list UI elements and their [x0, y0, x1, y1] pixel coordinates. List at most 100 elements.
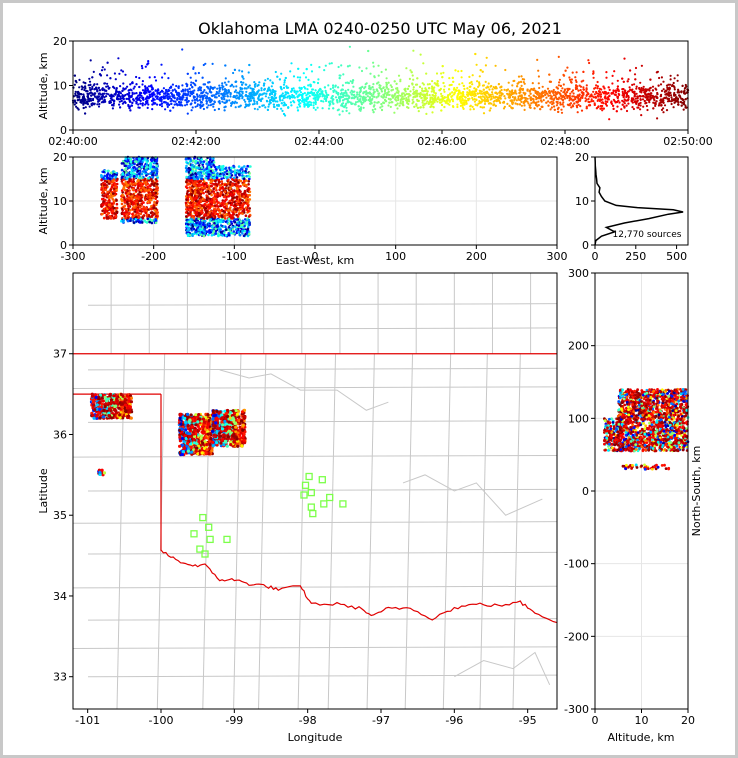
ew-point: [244, 214, 248, 217]
time-height-point: [85, 89, 88, 92]
time-height-point: [540, 105, 543, 108]
time-height-point: [659, 99, 662, 102]
time-height-point: [676, 79, 679, 82]
time-height-point: [425, 112, 428, 115]
time-height-point: [89, 83, 92, 86]
time-height-point: [566, 66, 569, 69]
time-height-point: [520, 75, 523, 78]
time-height-point: [498, 101, 502, 104]
time-height-point: [563, 91, 566, 94]
time-height-point: [416, 99, 419, 102]
time-height-point: [131, 91, 134, 94]
time-height-point: [430, 85, 434, 88]
time-height-point: [73, 74, 76, 77]
time-height-point: [154, 89, 157, 92]
time-height-point: [291, 93, 294, 97]
time-height-point: [332, 84, 335, 87]
time-height-point: [559, 101, 562, 104]
time-height-point: [375, 88, 378, 91]
time-height-point: [622, 88, 625, 91]
time-height-point: [577, 98, 580, 102]
time-height-point: [258, 93, 261, 97]
time-height-point: [238, 97, 241, 100]
time-height-point: [334, 96, 338, 99]
time-height-point: [362, 98, 365, 102]
time-height-point: [122, 97, 125, 100]
time-height-point: [399, 80, 402, 83]
time-height-point: [452, 88, 456, 91]
time-height-point: [190, 81, 193, 84]
time-height-point: [176, 104, 179, 107]
time-height-point: [178, 100, 181, 103]
time-height-point: [341, 88, 344, 91]
time-height-point: [541, 85, 544, 88]
ew-point: [120, 202, 124, 206]
time-height-point: [553, 105, 556, 108]
time-height-point: [636, 95, 639, 98]
time-height-point: [141, 83, 144, 86]
time-height-point: [304, 76, 308, 79]
time-height-point: [191, 86, 194, 89]
time-height-point: [324, 89, 327, 92]
time-height-point: [625, 109, 629, 113]
time-height-point: [560, 108, 563, 111]
time-height-point: [269, 79, 272, 82]
time-height-point: [82, 102, 85, 105]
time-height-point: [566, 89, 570, 92]
time-height-point: [461, 82, 464, 85]
time-height-point: [349, 80, 352, 83]
time-height-point: [181, 94, 184, 97]
time-height-point: [441, 99, 444, 102]
time-height-point: [321, 90, 324, 93]
time-height-point: [152, 97, 155, 100]
time-height-point: [144, 103, 147, 106]
time-height-point: [359, 100, 362, 103]
time-height-point: [369, 72, 372, 75]
time-height-point: [235, 94, 238, 97]
time-height-point: [461, 106, 464, 109]
time-height-point: [198, 94, 201, 97]
time-height-point: [146, 63, 149, 66]
time-height-point: [388, 101, 391, 104]
time-height-point: [568, 76, 571, 79]
time-height-point: [405, 97, 408, 100]
time-height-point: [280, 102, 283, 105]
time-height-point: [550, 106, 554, 109]
time-height-point: [458, 89, 461, 92]
time-height-point: [147, 103, 150, 106]
time-height-point: [278, 95, 282, 98]
time-height-point: [610, 102, 614, 105]
time-height-point: [310, 70, 314, 73]
time-height-point: [520, 80, 523, 83]
time-height-point: [193, 83, 196, 86]
time-height-point: [221, 100, 224, 103]
time-height-point: [135, 92, 138, 95]
time-height-point: [494, 64, 497, 67]
time-height-point: [187, 90, 190, 93]
time-height-point: [210, 99, 213, 102]
time-height-point: [573, 102, 576, 105]
time-height-point: [639, 81, 642, 84]
time-height-point: [433, 82, 436, 85]
time-height-point: [194, 79, 198, 82]
time-height-point: [549, 108, 552, 111]
time-height-point: [555, 86, 558, 89]
time-height-point: [263, 88, 266, 91]
ew-point: [107, 217, 110, 220]
time-height-point: [500, 92, 503, 95]
time-height-point: [484, 100, 487, 103]
time-height-point: [173, 97, 176, 100]
time-height-point: [185, 96, 188, 99]
time-height-point: [434, 96, 437, 99]
time-height-point: [390, 85, 393, 89]
time-height-point: [115, 88, 118, 91]
time-height-point: [267, 105, 270, 108]
time-height-point: [151, 103, 154, 106]
time-height-point: [652, 107, 655, 110]
time-height-point: [232, 85, 235, 88]
time-height-point: [412, 49, 415, 52]
time-height-point: [103, 68, 106, 71]
time-height-point: [575, 84, 578, 87]
time-height-point: [533, 107, 536, 110]
time-height-point: [242, 81, 245, 84]
